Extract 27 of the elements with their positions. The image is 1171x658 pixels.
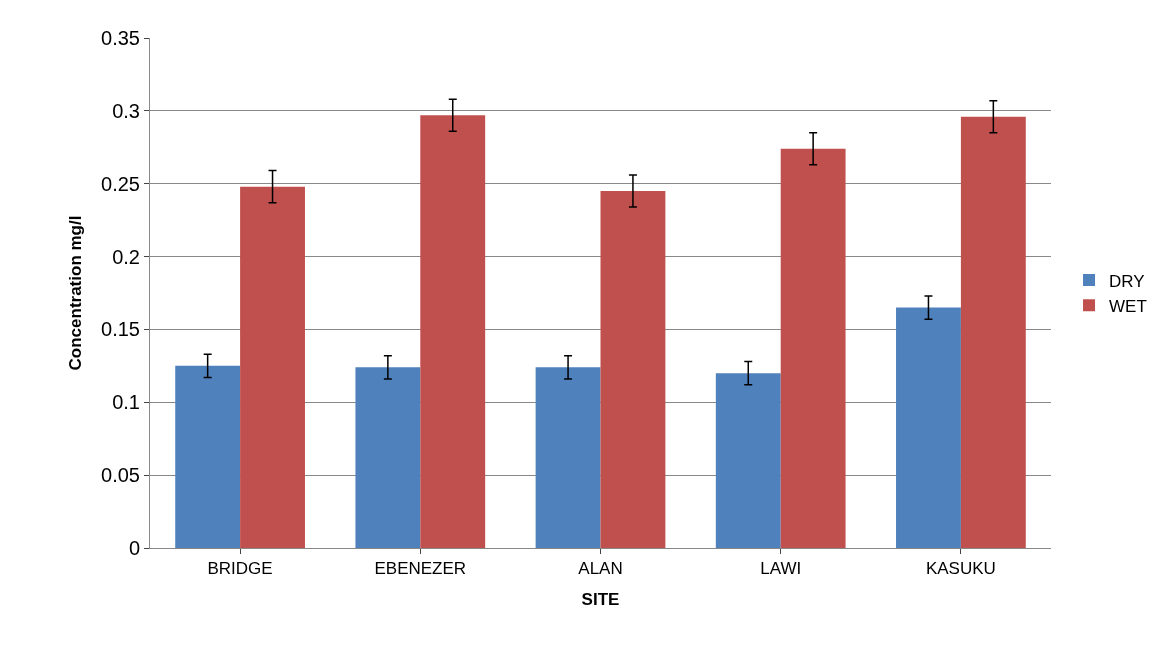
bar: [175, 365, 241, 548]
legend-label: WET: [1109, 296, 1147, 316]
x-tick-label: LAWI: [760, 559, 802, 579]
bar: [535, 367, 601, 548]
bar: [600, 191, 666, 548]
y-tick-label: 0.2: [112, 245, 140, 268]
bar: [896, 307, 961, 548]
x-tick-label: BRIDGE: [207, 559, 273, 579]
bar: [420, 115, 486, 548]
x-axis-title: SITE: [581, 589, 620, 609]
x-tick-label: EBENEZER: [374, 559, 467, 579]
y-tick-label: 0.05: [101, 464, 140, 487]
bar: [240, 186, 305, 548]
y-tick-label: 0.1: [112, 391, 140, 414]
x-tick-label: ALAN: [578, 559, 623, 579]
y-tick-label: 0.15: [101, 318, 140, 341]
y-axis-title: Concentration mg/l: [65, 215, 85, 371]
bar: [355, 367, 421, 548]
x-tick-label: KASUKU: [925, 559, 996, 579]
bar: [960, 116, 1026, 548]
y-tick-label: 0.3: [112, 99, 140, 122]
legend-label: DRY: [1109, 271, 1145, 291]
y-tick-label: 0.35: [101, 27, 140, 49]
bar: [715, 373, 781, 548]
bar: [780, 148, 846, 548]
y-tick-label: 0: [128, 537, 140, 559]
y-tick-label: 0.25: [101, 172, 140, 195]
